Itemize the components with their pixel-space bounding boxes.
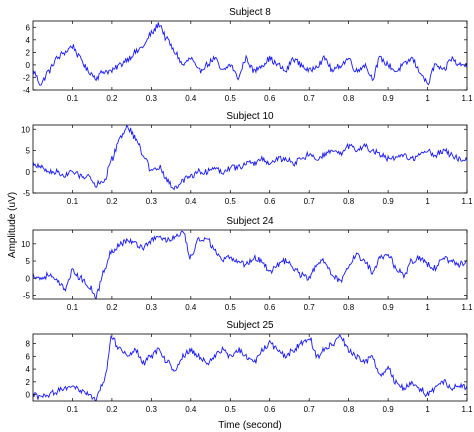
x-tick-label: 0.5 bbox=[225, 197, 237, 206]
x-tick-label: 0.1 bbox=[67, 197, 79, 206]
x-tick-label: 0.6 bbox=[264, 303, 276, 312]
y-tick-label: 0 bbox=[26, 391, 31, 400]
y-tick-label: 8 bbox=[26, 340, 31, 349]
y-tick-label: 4 bbox=[26, 36, 31, 45]
y-tick-label: 2 bbox=[26, 48, 31, 57]
x-tick-label: 0.2 bbox=[106, 303, 118, 312]
x-tick-label: 1.1 bbox=[461, 303, 473, 312]
x-tick-label: 1.1 bbox=[461, 94, 473, 103]
x-tick-label: 1 bbox=[425, 405, 430, 414]
panel-subject-3: Subject 24 0.1 0.2 0.3 0.4 0.5 0.6 0.7 0.8 0.9 1 1.… bbox=[21, 216, 473, 312]
y-tick-label: 0 bbox=[26, 168, 31, 177]
y-tick-label: -2 bbox=[23, 73, 31, 82]
y-axis-label: Amplitude (uV) bbox=[7, 192, 18, 258]
y-tick-label: 4 bbox=[26, 365, 31, 374]
x-tick-label: 0.6 bbox=[264, 405, 276, 414]
x-tick-label: 0.9 bbox=[383, 303, 395, 312]
panels: Subject 8 0.1 0.2 0.3 0.4 0.5 0.6 0.7 0.8 0.9 1 1.1… bbox=[21, 7, 473, 414]
x-axis-label: Time (second) bbox=[218, 420, 282, 431]
eeg-trace bbox=[33, 125, 467, 191]
x-tick-label: 0.1 bbox=[67, 94, 79, 103]
panel-title: Subject 24 bbox=[226, 216, 274, 227]
x-tick-label: 0.1 bbox=[67, 405, 79, 414]
x-tick-label: 0.9 bbox=[383, 405, 395, 414]
eeg-trace bbox=[33, 230, 467, 299]
x-tick-label: 0.3 bbox=[146, 94, 158, 103]
x-tick-label: 1 bbox=[425, 303, 430, 312]
x-tick-label: 0.6 bbox=[264, 94, 276, 103]
axes-box bbox=[32, 124, 468, 194]
x-tick-label: 0.4 bbox=[185, 303, 197, 312]
x-tick-label: 0.6 bbox=[264, 197, 276, 206]
axes-box bbox=[32, 229, 468, 300]
panel-subject-4: Subject 25 0.1 0.2 0.3 0.4 0.5 0.6 0.7 0.8 0.9 1 1.… bbox=[26, 320, 474, 414]
y-tick-label: -5 bbox=[23, 189, 31, 198]
x-tick-label: 0.5 bbox=[225, 405, 237, 414]
x-tick-label: 0.2 bbox=[106, 405, 118, 414]
x-tick-label: 0.2 bbox=[106, 197, 118, 206]
x-tick-label: 0.8 bbox=[343, 197, 355, 206]
x-tick-label: 1.1 bbox=[461, 405, 473, 414]
y-tick-label: -4 bbox=[23, 86, 31, 95]
x-tick-label: 0.9 bbox=[383, 94, 395, 103]
x-tick-label: 0.5 bbox=[225, 303, 237, 312]
x-tick-label: 0.8 bbox=[343, 94, 355, 103]
x-tick-label: 0.9 bbox=[383, 197, 395, 206]
y-tick-label: 5 bbox=[26, 147, 31, 156]
y-tick-label: 10 bbox=[21, 125, 30, 134]
x-tick-label: 0.3 bbox=[146, 405, 158, 414]
y-tick-label: 6 bbox=[26, 352, 31, 361]
x-tick-label: 0.3 bbox=[146, 197, 158, 206]
x-tick-label: 0.4 bbox=[185, 94, 197, 103]
panel-title: Subject 25 bbox=[226, 320, 274, 331]
axes-box bbox=[32, 20, 468, 91]
panel-subject-2: Subject 10 0.1 0.2 0.3 0.4 0.5 0.6 0.7 0.8 0.9 1 1.… bbox=[21, 111, 473, 206]
x-tick-label: 1.1 bbox=[461, 197, 473, 206]
x-tick-label: 0.4 bbox=[185, 405, 197, 414]
x-tick-label: 0.7 bbox=[304, 94, 316, 103]
x-tick-label: 0.7 bbox=[304, 303, 316, 312]
y-tick-label: 6 bbox=[26, 23, 31, 32]
eeg-trace bbox=[33, 22, 467, 86]
x-tick-label: 0.7 bbox=[304, 197, 316, 206]
y-tick-label: -5 bbox=[23, 292, 31, 301]
axes-box bbox=[32, 333, 468, 402]
x-tick-label: 0.8 bbox=[343, 405, 355, 414]
eeg-trace bbox=[33, 334, 467, 401]
y-tick-label: 0 bbox=[26, 274, 31, 283]
x-tick-label: 0.3 bbox=[146, 303, 158, 312]
x-tick-label: 0.7 bbox=[304, 405, 316, 414]
x-tick-label: 1 bbox=[425, 94, 430, 103]
panel-title: Subject 10 bbox=[226, 111, 274, 122]
x-tick-label: 0.1 bbox=[67, 303, 79, 312]
x-tick-label: 0.2 bbox=[106, 94, 118, 103]
panel-title: Subject 8 bbox=[229, 7, 271, 18]
y-tick-label: 2 bbox=[26, 378, 31, 387]
x-tick-label: 1 bbox=[425, 197, 430, 206]
x-tick-label: 0.5 bbox=[225, 94, 237, 103]
x-tick-label: 0.8 bbox=[343, 303, 355, 312]
y-tick-label: 5 bbox=[26, 257, 31, 266]
x-tick-label: 0.4 bbox=[185, 197, 197, 206]
panel-subject-1: Subject 8 0.1 0.2 0.3 0.4 0.5 0.6 0.7 0.8 0.9 1 1.1… bbox=[23, 7, 473, 103]
y-tick-label: 0 bbox=[26, 61, 31, 70]
y-tick-label: 10 bbox=[21, 240, 30, 249]
